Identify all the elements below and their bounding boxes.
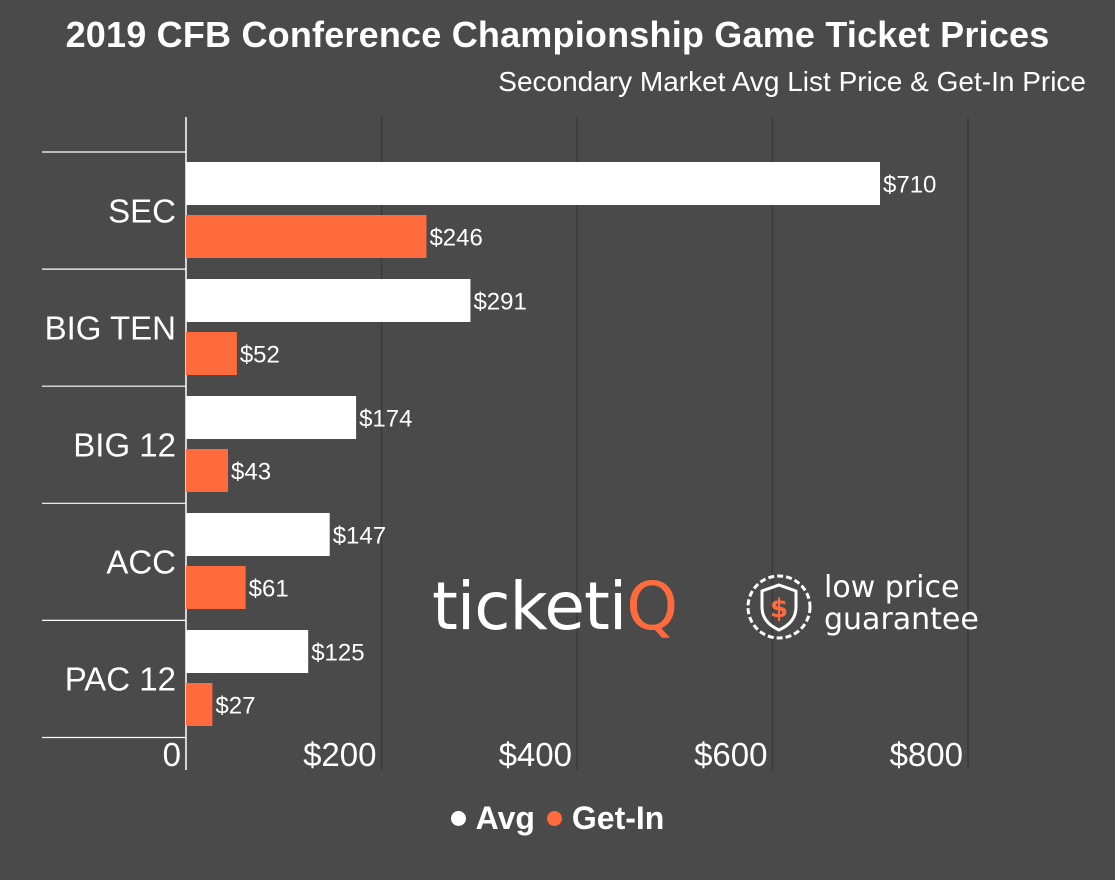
- data-label: $125: [311, 640, 364, 667]
- bars: $710 $291 $174 $147 $125 $246 $52 $43 $61 $27: [186, 162, 936, 726]
- x-tick-label: $200: [303, 736, 376, 773]
- data-label: $52: [240, 342, 280, 369]
- legend-label-get-in: Get-In: [571, 800, 665, 836]
- x-tick-label: 0: [163, 736, 181, 773]
- data-label: $43: [231, 459, 271, 486]
- bar: [186, 215, 427, 258]
- x-tick-label: $600: [694, 736, 767, 773]
- category-label: BIG TEN: [45, 310, 176, 347]
- bar: [186, 683, 213, 726]
- ticketiq-logo: ticketiQ $ low price guarantee: [432, 568, 1012, 648]
- bar: [186, 396, 357, 439]
- data-label: $710: [883, 172, 936, 199]
- bar: [186, 513, 330, 556]
- data-label: $174: [359, 406, 412, 433]
- data-label: $61: [249, 576, 289, 603]
- guarantee-line-1: low price: [824, 570, 960, 605]
- bar: [186, 332, 237, 375]
- guarantee-line-2: guarantee: [824, 602, 979, 637]
- bar: [186, 279, 471, 322]
- category-label: PAC 12: [65, 661, 176, 698]
- bar: [186, 630, 309, 673]
- logo-q-text: Q: [626, 568, 678, 645]
- shield-dollar-icon: $: [746, 574, 812, 640]
- data-label: $291: [473, 289, 526, 316]
- category-label: BIG 12: [73, 427, 176, 464]
- bar: [186, 566, 246, 609]
- category-label: ACC: [106, 544, 176, 581]
- chart-subtitle: Secondary Market Avg List Price & Get-In…: [498, 66, 1086, 97]
- data-label: $27: [215, 693, 255, 720]
- legend-swatch-get-in: [546, 811, 562, 826]
- category-axis: SEC BIG TEN BIG 12 ACC PAC 12: [42, 151, 186, 739]
- x-tick-label: $400: [499, 736, 572, 773]
- svg-text:$: $: [770, 594, 788, 624]
- x-axis-ticks: 0 $200 $400 $600 $800: [163, 736, 963, 773]
- x-tick-label: $800: [890, 736, 963, 773]
- low-price-guarantee: low price guarantee: [824, 572, 979, 636]
- logo-ticket-text: ticketi: [432, 568, 627, 645]
- data-label: $246: [429, 225, 482, 252]
- legend-label-avg: Avg: [475, 800, 535, 836]
- ticketiq-wordmark: ticketiQ: [432, 568, 678, 646]
- legend-item-avg[interactable]: Avg: [450, 800, 535, 837]
- chart-title: 2019 CFB Conference Championship Game Ti…: [65, 14, 1050, 55]
- data-label: $147: [333, 523, 386, 550]
- legend-swatch-avg: [450, 811, 466, 826]
- category-label: SEC: [108, 193, 176, 230]
- legend-item-get-in[interactable]: Get-In: [546, 800, 665, 837]
- chart-legend: Avg Get-In: [0, 800, 1115, 837]
- bar: [186, 162, 881, 205]
- bar: [186, 449, 229, 492]
